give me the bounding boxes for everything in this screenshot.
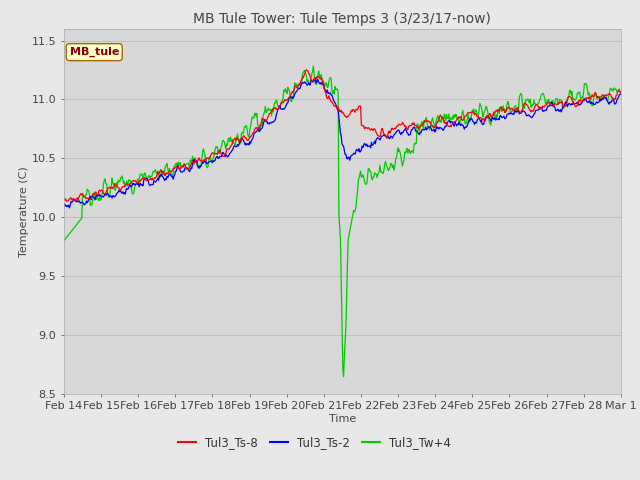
X-axis label: Time: Time [329,414,356,424]
Y-axis label: Temperature (C): Temperature (C) [19,166,29,257]
Title: MB Tule Tower: Tule Temps 3 (3/23/17-now): MB Tule Tower: Tule Temps 3 (3/23/17-now… [193,12,492,26]
Text: MB_tule: MB_tule [70,47,119,57]
Legend: Tul3_Ts-8, Tul3_Ts-2, Tul3_Tw+4: Tul3_Ts-8, Tul3_Ts-2, Tul3_Tw+4 [173,431,456,454]
